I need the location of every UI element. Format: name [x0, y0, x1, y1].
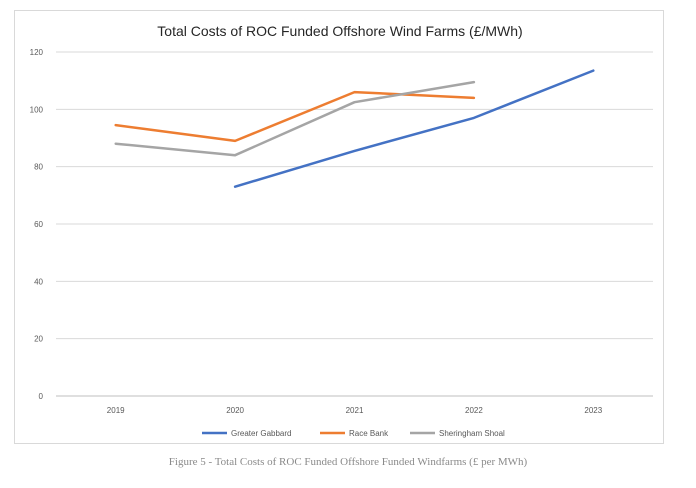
x-tick-label: 2019 — [107, 406, 125, 415]
y-tick-label: 120 — [30, 48, 44, 57]
figure-caption: Figure 5 - Total Costs of ROC Funded Off… — [168, 456, 528, 468]
legend: Greater Gabbard Race Bank Sheringham Shoal — [202, 429, 505, 438]
series-line-race-bank — [114, 90, 476, 143]
legend-label: Race Bank — [349, 429, 389, 438]
y-tick-label: 40 — [34, 277, 43, 286]
line-chart: Total Costs of ROC Funded Offshore Wind … — [30, 23, 653, 438]
gridlines — [56, 51, 653, 397]
y-tick-label: 80 — [34, 163, 43, 172]
series-lines — [114, 69, 595, 188]
chart-frame: Total Costs of ROC Funded Offshore Wind … — [14, 10, 664, 444]
x-tick-label: 2020 — [226, 406, 244, 415]
y-tick-label: 0 — [39, 392, 44, 401]
legend-label: Greater Gabbard — [231, 429, 291, 438]
series-line-sheringham-shoal — [114, 80, 476, 157]
x-axis-ticks: 2019 2020 2021 2022 2023 — [107, 406, 603, 415]
series-line-greater-gabbard — [233, 69, 595, 188]
chart-title: Total Costs of ROC Funded Offshore Wind … — [157, 23, 522, 39]
y-axis-ticks: 0 20 40 60 80 100 120 — [30, 48, 44, 401]
x-tick-label: 2023 — [584, 406, 602, 415]
y-tick-label: 100 — [30, 105, 44, 114]
y-tick-label: 20 — [34, 335, 43, 344]
legend-label: Sheringham Shoal — [439, 429, 505, 438]
y-tick-label: 60 — [34, 220, 43, 229]
x-tick-label: 2022 — [465, 406, 483, 415]
x-tick-label: 2021 — [346, 406, 364, 415]
